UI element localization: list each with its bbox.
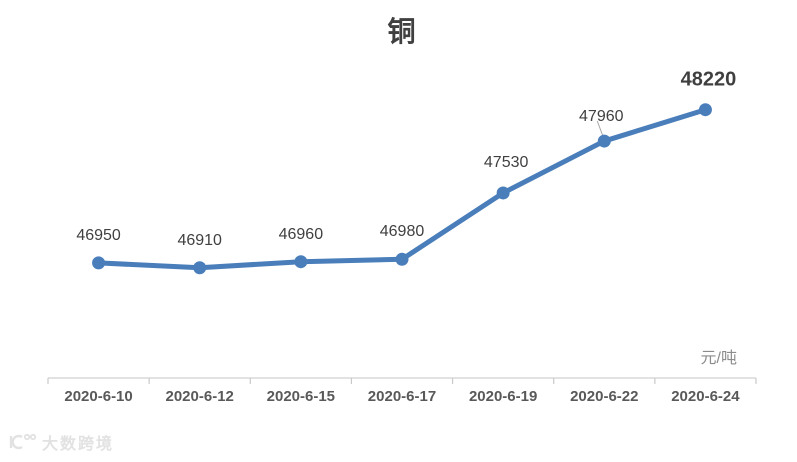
x-axis-label: 2020-6-24 — [671, 388, 740, 405]
x-axis-label: 2020-6-12 — [165, 388, 234, 405]
x-axis-label: 2020-6-15 — [266, 388, 336, 405]
watermark: 大数跨境 — [8, 430, 114, 454]
data-point-marker — [698, 103, 712, 117]
data-point-marker — [92, 256, 106, 270]
watermark-text: 大数跨境 — [42, 436, 115, 453]
data-label-leader-line — [596, 120, 604, 138]
x-axis-label: 2020-6-22 — [570, 388, 639, 405]
watermark-logo-icon — [9, 433, 37, 450]
data-label: 46980 — [379, 223, 425, 241]
x-axis-label: 2020-6-10 — [64, 388, 133, 405]
unit-label: 元/吨 — [700, 350, 737, 367]
data-label: 48220 — [680, 68, 737, 91]
data-point-marker — [193, 261, 207, 275]
data-point-marker — [395, 252, 409, 266]
data-label: 47530 — [483, 153, 529, 171]
data-label: 46910 — [177, 231, 222, 249]
data-label: 47960 — [579, 108, 624, 126]
x-axis-label: 2020-6-19 — [468, 388, 538, 405]
data-point-marker — [597, 134, 611, 148]
data-label: 46950 — [76, 226, 121, 244]
data-point-marker — [294, 255, 308, 269]
chart-title: 铜 — [387, 17, 417, 48]
x-axis-label: 2020-6-17 — [367, 388, 437, 405]
data-label: 46960 — [278, 225, 324, 243]
data-point-marker — [496, 186, 510, 200]
